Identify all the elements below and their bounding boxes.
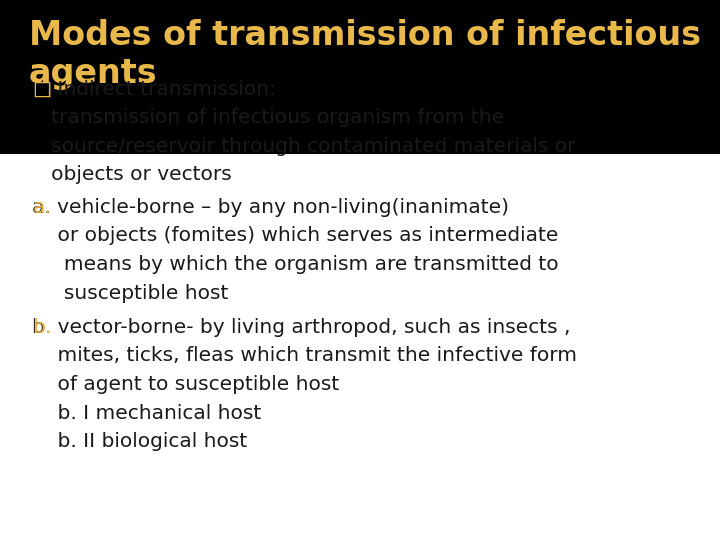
Text: a.: a.: [32, 198, 51, 217]
Text: a. vehicle-borne – by any non-living(inanimate): a. vehicle-borne – by any non-living(ina…: [32, 198, 510, 217]
Text: □ Indirect transmission:: □ Indirect transmission:: [32, 79, 276, 99]
Text: Modes of transmission of infectious: Modes of transmission of infectious: [29, 19, 701, 52]
Text: means by which the organism are transmitted to: means by which the organism are transmit…: [32, 255, 559, 274]
Text: susceptible host: susceptible host: [32, 284, 229, 303]
Text: b. vector-borne- by living arthropod, such as insects ,: b. vector-borne- by living arthropod, su…: [32, 318, 571, 337]
Text: b.: b.: [32, 318, 52, 337]
Text: □: □: [32, 79, 51, 99]
Text: □ Indirect transmission:: □ Indirect transmission:: [32, 79, 276, 99]
Text: mites, ticks, fleas which transmit the infective form: mites, ticks, fleas which transmit the i…: [32, 346, 577, 366]
Bar: [0, 0, 720, 154]
Text: agents: agents: [29, 57, 158, 90]
Text: b.: b.: [32, 318, 52, 337]
Text: b. II biological host: b. II biological host: [32, 432, 248, 451]
Text: or objects (fomites) which serves as intermediate: or objects (fomites) which serves as int…: [32, 226, 559, 246]
Text: transmission of infectious organism from the: transmission of infectious organism from…: [32, 108, 505, 127]
Text: of agent to susceptible host: of agent to susceptible host: [32, 375, 340, 394]
Text: a.: a.: [32, 198, 51, 217]
Text: objects or vectors: objects or vectors: [32, 165, 232, 185]
Text: a. vehicle-borne – by any non-living(inanimate): a. vehicle-borne – by any non-living(ina…: [32, 198, 510, 217]
Text: source/reservoir through contaminated materials or: source/reservoir through contaminated ma…: [32, 137, 576, 156]
Text: □: □: [32, 79, 51, 99]
Text: b. vector-borne- by living arthropod, such as insects ,: b. vector-borne- by living arthropod, su…: [32, 318, 571, 337]
Text: b. I mechanical host: b. I mechanical host: [32, 403, 261, 423]
